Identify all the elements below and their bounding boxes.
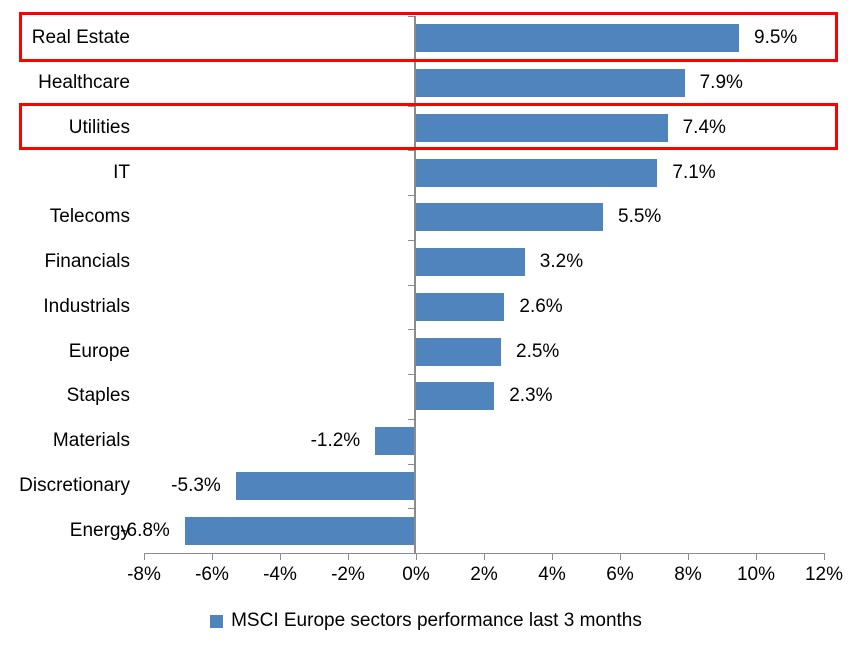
category-label: Energy <box>69 519 130 541</box>
data-label: 2.3% <box>509 385 553 407</box>
category-label: Telecoms <box>49 206 130 228</box>
value-axis-tick-label: 12% <box>804 564 844 585</box>
data-label: 2.6% <box>519 295 563 317</box>
value-axis-tick <box>280 554 281 560</box>
value-axis-tick <box>552 554 553 560</box>
value-axis-tick <box>416 554 417 560</box>
category-axis-tick <box>408 418 415 420</box>
category-axis-tick <box>408 284 415 286</box>
bar <box>375 427 416 456</box>
legend: MSCI Europe sectors performance last 3 m… <box>0 610 852 632</box>
value-axis-tick-label: -6% <box>195 564 229 585</box>
bar <box>235 471 416 500</box>
bar <box>184 516 416 545</box>
value-axis-tick-label: -2% <box>331 564 365 585</box>
category-label: Materials <box>52 430 130 452</box>
category-axis-tick <box>408 150 415 152</box>
bar <box>416 24 739 53</box>
data-label: 3.2% <box>539 251 584 273</box>
value-axis-tick-label: 2% <box>470 564 498 585</box>
value-axis-tick-label: 0% <box>402 564 430 585</box>
value-axis-tick <box>144 554 145 560</box>
category-axis-tick <box>408 463 415 465</box>
data-label: 2.5% <box>516 340 560 362</box>
bar <box>416 337 501 366</box>
data-label: 7.4% <box>682 116 726 138</box>
category-label: Real Estate <box>31 27 130 49</box>
data-label: 7.9% <box>699 72 743 94</box>
value-axis-tick-label: 10% <box>736 564 776 585</box>
data-label: -1.2% <box>310 430 361 452</box>
bar <box>416 158 658 187</box>
category-axis-tick <box>408 508 415 510</box>
bar <box>416 113 668 142</box>
data-label: 7.1% <box>672 161 716 183</box>
value-axis-tick <box>824 554 825 560</box>
value-axis-tick <box>756 554 757 560</box>
data-label: 5.5% <box>618 206 662 228</box>
data-label: -6.8% <box>120 519 170 541</box>
bar <box>416 248 525 277</box>
category-label: Utilities <box>68 116 130 138</box>
category-label: Financials <box>44 251 130 273</box>
value-axis-tick-label: -8% <box>127 564 161 585</box>
category-axis-tick <box>408 374 415 375</box>
value-axis-tick-label: 8% <box>674 564 702 585</box>
value-axis-tick-label: -4% <box>263 564 297 585</box>
value-axis-tick <box>348 554 349 560</box>
category-label: Healthcare <box>38 72 130 94</box>
category-axis-line <box>414 16 416 553</box>
category-label: Europe <box>68 340 130 362</box>
category-axis-tick <box>408 105 415 107</box>
value-axis-tick-label: 4% <box>538 564 566 585</box>
category-axis-tick <box>408 16 415 17</box>
highlight-box-real-estate <box>19 12 838 62</box>
legend-marker-square <box>210 614 224 628</box>
highlight-box-utilities <box>19 103 838 150</box>
value-axis-tick-label: 6% <box>606 564 634 585</box>
value-axis-line <box>144 553 825 554</box>
bar <box>416 292 505 321</box>
category-axis-tick <box>408 329 415 331</box>
value-axis-tick <box>212 554 213 560</box>
bar <box>416 203 603 232</box>
category-label: Staples <box>66 385 130 407</box>
category-axis-tick <box>408 195 415 196</box>
category-label: Industrials <box>43 295 130 317</box>
value-axis-tick <box>620 554 621 560</box>
bar <box>416 69 685 98</box>
value-axis-tick <box>484 554 485 560</box>
value-axis-tick <box>688 554 689 560</box>
bar <box>416 382 495 411</box>
data-label: -5.3% <box>171 474 221 496</box>
category-label: IT <box>113 161 130 183</box>
category-label: Discretionary <box>19 474 130 496</box>
data-label: 9.5% <box>754 27 798 49</box>
legend-label: MSCI Europe sectors performance last 3 m… <box>231 610 642 631</box>
category-axis-tick <box>408 239 415 241</box>
